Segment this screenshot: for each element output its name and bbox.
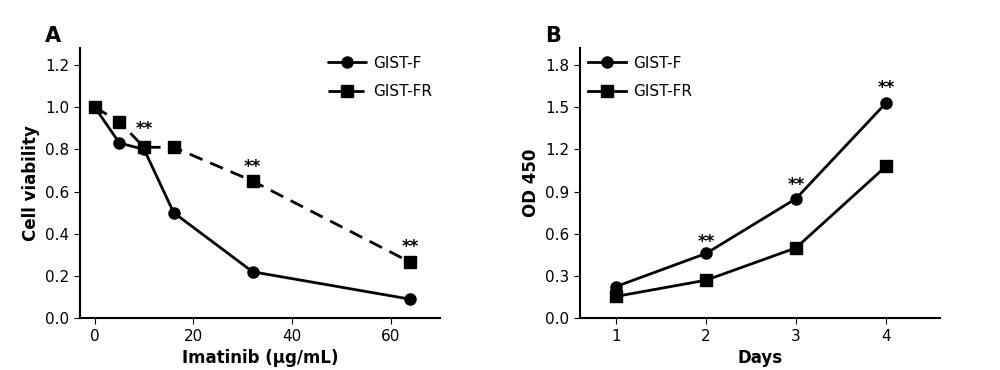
- GIST-FR: [113, 120, 125, 124]
- X-axis label: Days: Days: [737, 349, 783, 367]
- GIST-F: [700, 251, 712, 256]
- Text: **: **: [787, 176, 805, 194]
- Text: **: **: [135, 120, 153, 138]
- Y-axis label: OD 450: OD 450: [522, 149, 540, 217]
- Text: **: **: [697, 233, 715, 251]
- Legend: GIST-F, GIST-FR: GIST-F, GIST-FR: [588, 56, 692, 100]
- GIST-F: [247, 270, 259, 274]
- Text: **: **: [402, 238, 419, 256]
- X-axis label: Imatinib (μg/mL): Imatinib (μg/mL): [182, 349, 338, 367]
- Text: **: **: [877, 79, 895, 97]
- GIST-F: [610, 284, 622, 289]
- Line: GIST-FR: GIST-FR: [610, 161, 892, 302]
- GIST-FR: [700, 278, 712, 282]
- GIST-FR: [610, 294, 622, 299]
- Line: GIST-F: GIST-F: [610, 97, 892, 292]
- GIST-F: [168, 211, 180, 215]
- GIST-FR: [247, 179, 259, 183]
- Text: A: A: [45, 26, 61, 46]
- GIST-FR: [89, 105, 101, 110]
- GIST-FR: [138, 145, 150, 149]
- GIST-F: [113, 141, 125, 145]
- GIST-F: [404, 297, 416, 302]
- GIST-FR: [404, 260, 416, 265]
- GIST-F: [790, 196, 802, 201]
- GIST-F: [89, 105, 101, 110]
- GIST-FR: [790, 246, 802, 250]
- Text: B: B: [545, 26, 561, 46]
- GIST-FR: [880, 164, 892, 168]
- GIST-F: [138, 147, 150, 152]
- Text: **: **: [244, 158, 261, 176]
- GIST-FR: [168, 145, 180, 149]
- Line: GIST-F: GIST-F: [89, 102, 416, 305]
- GIST-F: [880, 101, 892, 105]
- Legend: GIST-F, GIST-FR: GIST-F, GIST-FR: [328, 56, 432, 100]
- Y-axis label: Cell viability: Cell viability: [22, 125, 40, 241]
- Line: GIST-FR: GIST-FR: [89, 102, 416, 268]
